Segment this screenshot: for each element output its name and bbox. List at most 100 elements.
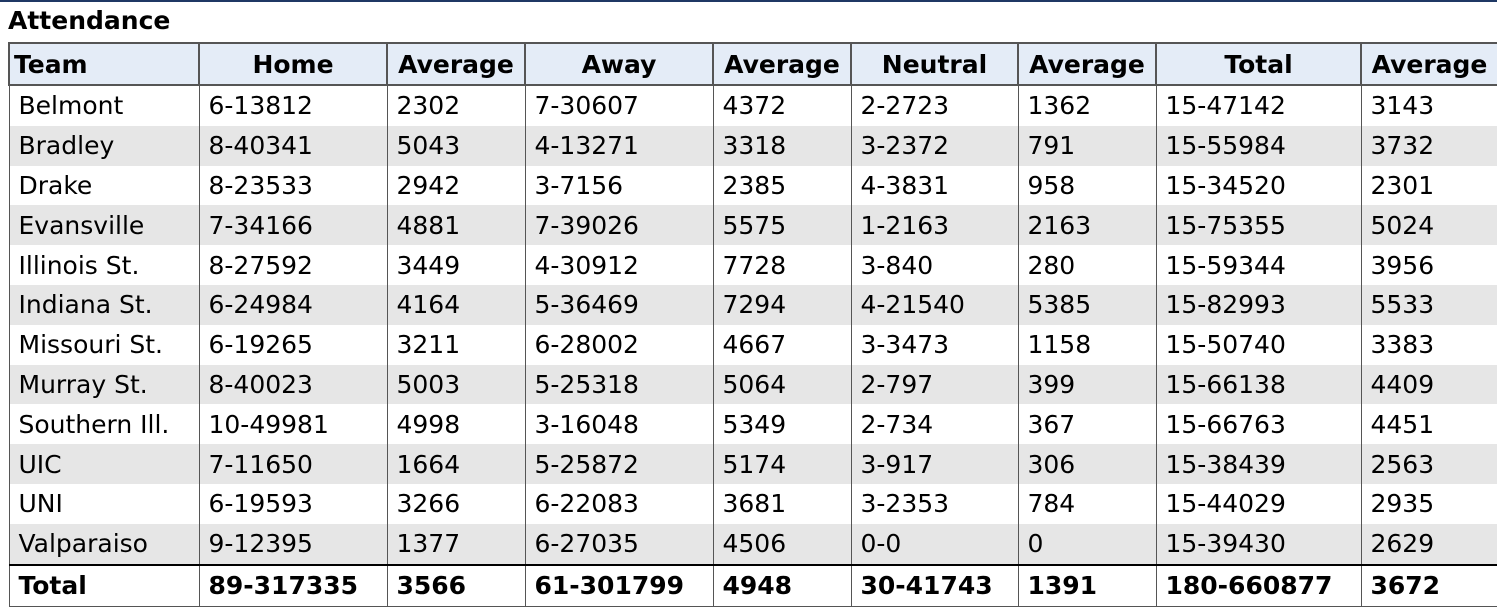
- table-cell: 3-7156: [524, 165, 714, 206]
- table-cell: 2942: [386, 165, 526, 206]
- table-cell: 958: [1017, 165, 1157, 206]
- column-header: Away: [524, 42, 714, 86]
- table-row: Bradley 8-40341 5043 4-13271 3318 3-2372 791 15…: [8, 125, 1497, 166]
- table-cell: 5-25872: [524, 444, 714, 484]
- table-cell: 1377: [386, 523, 526, 565]
- table-cell: Indiana St.: [8, 284, 200, 325]
- table-cell: Valparaiso: [8, 523, 200, 565]
- table-cell: 6-13812: [198, 85, 388, 126]
- table-cell: 3-917: [850, 444, 1019, 484]
- table-cell: 10-49981: [198, 404, 388, 445]
- table-cell: 7-30607: [524, 85, 714, 126]
- table-cell: 2563: [1360, 444, 1497, 484]
- table-row: UIC 7-11650 1664 5-25872 5174 3-917 306 15-3843…: [8, 444, 1497, 484]
- table-cell: 3266: [386, 483, 526, 524]
- table-cell: 2301: [1360, 165, 1497, 206]
- table-cell: 3449: [386, 245, 526, 285]
- table-cell: 4372: [712, 85, 852, 126]
- total-cell: 30-41743: [850, 563, 1019, 607]
- table-cell: 2-2723: [850, 85, 1019, 126]
- table-row: Missouri St. 6-19265 3211 6-28002 4667 3-3473…: [8, 324, 1497, 365]
- attendance-table: Team Home Average Away Average Neutral Average…: [8, 42, 1497, 607]
- table-cell: 2629: [1360, 523, 1497, 565]
- table-cell: 15-66763: [1155, 404, 1362, 445]
- table-cell: 7-39026: [524, 205, 714, 246]
- table-cell: 4-21540: [850, 284, 1019, 325]
- table-cell: 3-840: [850, 245, 1019, 285]
- table-cell: 1158: [1017, 324, 1157, 365]
- total-row: Total 89-317335 3566 61-301799 4948 30-41743 1…: [8, 563, 1497, 607]
- table-cell: 15-34520: [1155, 165, 1362, 206]
- table-cell: Murray St.: [8, 364, 200, 405]
- table-cell: 6-22083: [524, 483, 714, 524]
- table-cell: 8-23533: [198, 165, 388, 206]
- table-cell: 2302: [386, 85, 526, 126]
- table-cell: 4667: [712, 324, 852, 365]
- table-row: Belmont 6-13812 2302 7-30607 4372 2-2723 1362 1…: [8, 85, 1497, 126]
- table-cell: 5575: [712, 205, 852, 246]
- table-cell: 8-40023: [198, 364, 388, 405]
- table-cell: 2163: [1017, 205, 1157, 246]
- table-cell: 15-55984: [1155, 125, 1362, 166]
- table-row: Drake 8-23533 2942 3-7156 2385 4-3831 958 15-34…: [8, 165, 1497, 206]
- table-cell: 3383: [1360, 324, 1497, 365]
- table-cell: 6-27035: [524, 523, 714, 565]
- table-cell: 4-13271: [524, 125, 714, 166]
- table-cell: 15-47142: [1155, 85, 1362, 126]
- table-cell: 4-3831: [850, 165, 1019, 206]
- table-cell: 15-44029: [1155, 483, 1362, 524]
- top-bar: [0, 0, 1497, 2]
- table-cell: 791: [1017, 125, 1157, 166]
- table-cell: 3-3473: [850, 324, 1019, 365]
- column-header: Neutral: [850, 42, 1019, 86]
- table-cell: Belmont: [8, 85, 200, 126]
- table-cell: Missouri St.: [8, 324, 200, 365]
- table-cell: 3732: [1360, 125, 1497, 166]
- table-cell: 3-2372: [850, 125, 1019, 166]
- table-cell: 4409: [1360, 364, 1497, 405]
- table-cell: 5003: [386, 364, 526, 405]
- table-cell: UNI: [8, 483, 200, 524]
- table-row: Illinois St. 8-27592 3449 4-30912 7728 3-840 2…: [8, 245, 1497, 285]
- table-cell: Southern Ill.: [8, 404, 200, 445]
- table-cell: 4451: [1360, 404, 1497, 445]
- table-cell: 2935: [1360, 483, 1497, 524]
- table-cell: 15-66138: [1155, 364, 1362, 405]
- table-cell: 5043: [386, 125, 526, 166]
- table-cell: Illinois St.: [8, 245, 200, 285]
- table-cell: 3-2353: [850, 483, 1019, 524]
- table-cell: 280: [1017, 245, 1157, 285]
- table-cell: 4506: [712, 523, 852, 565]
- table-cell: 306: [1017, 444, 1157, 484]
- total-cell: 180-660877: [1155, 563, 1362, 607]
- table-cell: 6-28002: [524, 324, 714, 365]
- table-cell: 15-82993: [1155, 284, 1362, 325]
- table-cell: 5349: [712, 404, 852, 445]
- table-cell: 15-59344: [1155, 245, 1362, 285]
- table-cell: Evansville: [8, 205, 200, 246]
- table-row: UNI 6-19593 3266 6-22083 3681 3-2353 784 15-440…: [8, 483, 1497, 524]
- table-cell: 5-36469: [524, 284, 714, 325]
- table-cell: 7-34166: [198, 205, 388, 246]
- table-cell: 784: [1017, 483, 1157, 524]
- table-cell: UIC: [8, 444, 200, 484]
- table-cell: 399: [1017, 364, 1157, 405]
- total-cell: 4948: [712, 563, 852, 607]
- column-header: Total: [1155, 42, 1362, 86]
- table-row: Valparaiso 9-12395 1377 6-27035 4506 0-0 0 15-3…: [8, 523, 1497, 565]
- column-header: Average: [1360, 42, 1497, 86]
- table-cell: 3-16048: [524, 404, 714, 445]
- column-header: Average: [386, 42, 526, 86]
- column-header: Average: [712, 42, 852, 86]
- table-cell: 6-19265: [198, 324, 388, 365]
- table-cell: 3143: [1360, 85, 1497, 126]
- table-cell: 2385: [712, 165, 852, 206]
- table-cell: Drake: [8, 165, 200, 206]
- table-cell: 9-12395: [198, 523, 388, 565]
- header-row: Team Home Average Away Average Neutral Average…: [8, 42, 1497, 86]
- table-cell: 8-40341: [198, 125, 388, 166]
- total-cell: 1391: [1017, 563, 1157, 607]
- table-row: Murray St. 8-40023 5003 5-25318 5064 2-797 399…: [8, 364, 1497, 405]
- table-cell: 1-2163: [850, 205, 1019, 246]
